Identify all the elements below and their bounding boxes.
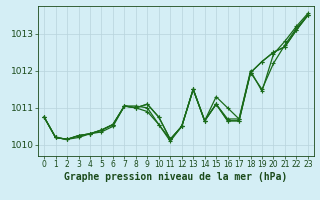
X-axis label: Graphe pression niveau de la mer (hPa): Graphe pression niveau de la mer (hPa) (64, 172, 288, 182)
